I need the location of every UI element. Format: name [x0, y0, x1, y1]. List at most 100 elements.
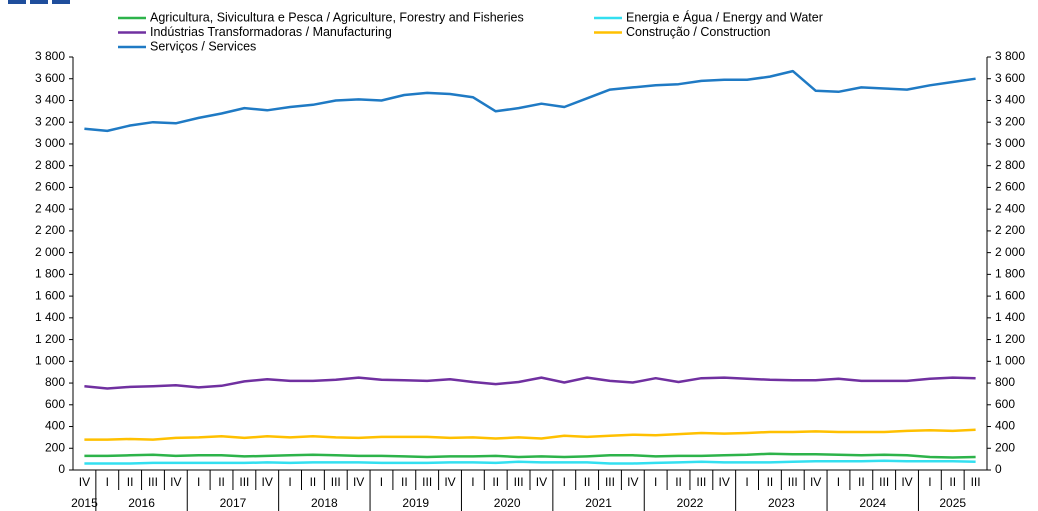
legend-label: Agricultura, Sivicultura e Pesca / Agric… [150, 10, 524, 24]
series-line [84, 69, 976, 133]
x-tick-label: I [197, 475, 200, 489]
x-tick-label: II [767, 475, 774, 489]
x-tick-label: III [971, 475, 981, 489]
x-tick-label: I [380, 475, 383, 489]
x-tick-label: II [675, 475, 682, 489]
y2-tick-label: 1 200 [995, 332, 1025, 346]
year-label: 2015 [71, 496, 98, 510]
year-label: 2021 [585, 496, 612, 510]
y-tick-label: 1 000 [35, 353, 65, 367]
y-tick-label: 3 200 [35, 114, 65, 128]
x-tick-label: I [563, 475, 566, 489]
y2-tick-label: 1 000 [995, 353, 1025, 367]
x-tick-label: IV [444, 475, 455, 489]
y2-tick-label: 2 800 [995, 158, 1025, 172]
y-tick-label: 400 [45, 419, 65, 433]
logo-block [8, 0, 26, 4]
x-tick-label: II [492, 475, 499, 489]
y-tick-label: 1 800 [35, 267, 65, 281]
logo-block [52, 0, 70, 4]
x-tick-label: IV [79, 475, 90, 489]
y-tick-label: 2 800 [35, 158, 65, 172]
y2-tick-label: 600 [995, 397, 1015, 411]
x-tick-label: II [401, 475, 408, 489]
x-tick-label: I [928, 475, 931, 489]
year-label: 2025 [939, 496, 966, 510]
x-tick-label: IV [353, 475, 364, 489]
y2-tick-label: 400 [995, 419, 1015, 433]
year-label: 2017 [220, 496, 247, 510]
series-line [84, 452, 976, 459]
y2-tick-label: 0 [995, 462, 1002, 476]
year-label: 2020 [494, 496, 521, 510]
x-tick-label: IV [901, 475, 912, 489]
x-tick-label: II [218, 475, 225, 489]
x-tick-label: I [837, 475, 840, 489]
y2-tick-label: 1 400 [995, 310, 1025, 324]
x-tick-label: III [148, 475, 158, 489]
y2-tick-label: 1 800 [995, 267, 1025, 281]
x-tick-label: IV [536, 475, 547, 489]
x-tick-label: IV [810, 475, 821, 489]
series-line [84, 428, 976, 441]
x-tick-label: III [422, 475, 432, 489]
year-label: 2024 [859, 496, 886, 510]
x-tick-label: IV [170, 475, 181, 489]
y-tick-label: 2 000 [35, 245, 65, 259]
x-tick-label: IV [262, 475, 273, 489]
y2-tick-label: 2 400 [995, 201, 1025, 215]
y2-tick-label: 1 600 [995, 288, 1025, 302]
y-tick-label: 1 400 [35, 310, 65, 324]
x-tick-label: I [654, 475, 657, 489]
series-line [84, 459, 976, 465]
series-line [84, 376, 976, 390]
y-tick-label: 1 200 [35, 332, 65, 346]
x-tick-label: I [745, 475, 748, 489]
year-label: 2022 [677, 496, 704, 510]
x-tick-label: II [858, 475, 865, 489]
x-tick-label: I [288, 475, 291, 489]
legend-label: Indústrias Transformadoras / Manufacturi… [150, 25, 392, 39]
x-tick-label: III [879, 475, 889, 489]
y-tick-label: 800 [45, 375, 65, 389]
x-tick-label: III [239, 475, 249, 489]
year-label: 2018 [311, 496, 338, 510]
x-tick-label: III [331, 475, 341, 489]
y2-tick-label: 800 [995, 375, 1015, 389]
legend-label: Construção / Construction [626, 25, 771, 39]
x-tick-label: IV [719, 475, 730, 489]
x-tick-label: III [605, 475, 615, 489]
x-tick-label: III [788, 475, 798, 489]
x-tick-label: III [696, 475, 706, 489]
y-tick-label: 600 [45, 397, 65, 411]
y-tick-label: 3 600 [35, 71, 65, 85]
y2-tick-label: 3 000 [995, 136, 1025, 150]
y-tick-label: 0 [58, 462, 65, 476]
y-tick-label: 3 800 [35, 49, 65, 63]
x-tick-label: III [514, 475, 524, 489]
y-tick-label: 2 600 [35, 180, 65, 194]
x-tick-label: II [310, 475, 317, 489]
y2-tick-label: 2 600 [995, 180, 1025, 194]
y-tick-label: 2 400 [35, 201, 65, 215]
year-label: 2019 [402, 496, 429, 510]
x-tick-label: I [471, 475, 474, 489]
x-tick-label: II [127, 475, 134, 489]
y-tick-label: 200 [45, 440, 65, 454]
year-label: 2016 [128, 496, 155, 510]
y2-tick-label: 3 400 [995, 93, 1025, 107]
y-tick-label: 3 400 [35, 93, 65, 107]
logo-block [30, 0, 48, 4]
x-tick-label: II [584, 475, 591, 489]
legend-label: Serviços / Services [150, 39, 256, 53]
y2-tick-label: 200 [995, 440, 1015, 454]
x-tick-label: I [106, 475, 109, 489]
x-tick-label: IV [627, 475, 638, 489]
y2-tick-label: 3 600 [995, 71, 1025, 85]
y-tick-label: 3 000 [35, 136, 65, 150]
y2-tick-label: 2 200 [995, 223, 1025, 237]
legend-label: Energia e Água / Energy and Water [626, 9, 823, 24]
y-tick-label: 2 200 [35, 223, 65, 237]
